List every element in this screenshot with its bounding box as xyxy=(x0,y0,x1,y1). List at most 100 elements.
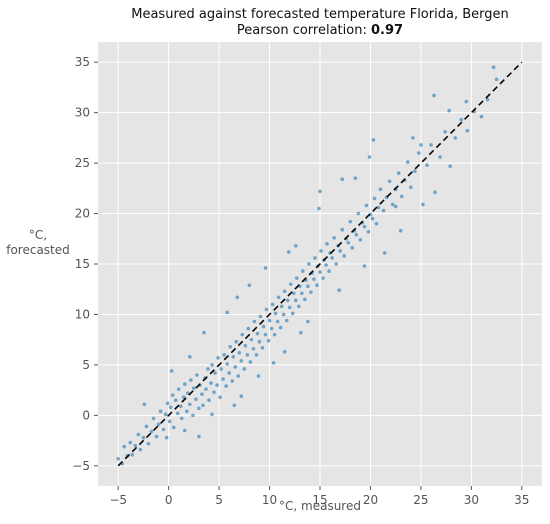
y-tick-label: 10 xyxy=(75,307,90,321)
y-tick-label: 25 xyxy=(75,156,90,170)
scatter-point xyxy=(438,155,442,159)
scatter-point xyxy=(491,65,496,70)
scatter-point xyxy=(453,136,458,140)
scatter-point xyxy=(353,176,358,181)
scatter-point xyxy=(447,108,451,113)
scatter-point xyxy=(393,204,398,209)
scatter-point xyxy=(173,398,178,403)
scatter-point xyxy=(136,432,141,437)
scatter-point xyxy=(233,365,238,369)
scatter-point xyxy=(285,298,290,303)
scatter-point xyxy=(350,246,355,250)
scatter-point xyxy=(186,391,190,395)
scatter-point xyxy=(212,390,216,394)
scatter-point xyxy=(340,227,345,232)
scatter-point xyxy=(396,171,401,175)
scatter-point xyxy=(287,305,292,310)
scatter-point xyxy=(151,416,156,421)
scatter-point xyxy=(332,235,336,240)
scatter-point xyxy=(200,392,204,396)
scatter-point xyxy=(443,130,447,134)
scatter-point xyxy=(433,190,437,195)
scatter-point xyxy=(146,441,151,446)
scatter-point xyxy=(299,330,303,335)
scatter-point xyxy=(194,397,198,402)
scatter-point xyxy=(303,297,307,302)
scatter-point xyxy=(239,394,244,398)
scatter-point xyxy=(321,276,325,280)
scatter-point xyxy=(370,216,375,221)
y-axis-label-line2: forecasted xyxy=(6,243,70,257)
scatter-point xyxy=(362,224,367,229)
scatter-point xyxy=(288,282,293,286)
scatter-point xyxy=(161,427,166,432)
scatter-point xyxy=(215,383,219,387)
scatter-point xyxy=(209,381,213,385)
scatter-point xyxy=(429,143,433,147)
scatter-point xyxy=(228,344,232,349)
scatter-point xyxy=(273,311,278,316)
x-tick-label: 15 xyxy=(312,493,327,507)
scatter-point xyxy=(163,412,168,417)
scatter-point xyxy=(202,330,206,335)
scatter-point xyxy=(405,160,410,164)
scatter-point xyxy=(252,319,257,324)
scatter-point xyxy=(276,295,281,300)
scatter-point xyxy=(327,269,331,273)
scatter-point xyxy=(367,155,372,159)
y-tick-label: 35 xyxy=(75,55,90,69)
scatter-point xyxy=(293,298,298,303)
scatter-point xyxy=(300,291,304,296)
scatter-point xyxy=(255,331,260,336)
scatter-point xyxy=(421,202,425,207)
scatter-point xyxy=(318,189,322,194)
scatter-point xyxy=(247,283,252,287)
scatter-point xyxy=(448,164,452,168)
scatter-point xyxy=(291,291,296,296)
y-tick-labels: −5 0 5 10 15 20 25 30 35 xyxy=(72,55,98,473)
scatter-point xyxy=(409,185,413,190)
scatter-point xyxy=(164,435,169,440)
scatter-point xyxy=(216,356,220,360)
scatter-point xyxy=(372,196,377,201)
x-tick-label: 10 xyxy=(262,493,277,507)
scatter-point xyxy=(245,353,250,357)
scatter-point xyxy=(218,395,222,400)
scatter-point xyxy=(306,319,310,324)
scatter-point xyxy=(318,270,322,274)
scatter-point xyxy=(301,269,305,273)
scatter-point xyxy=(206,367,210,371)
scatter-point xyxy=(204,387,208,391)
scatter-point xyxy=(293,244,298,248)
scatter-point xyxy=(213,371,217,375)
scatter-point xyxy=(290,311,295,316)
x-tick-label: 25 xyxy=(413,493,428,507)
x-axis-label: °C, measured xyxy=(279,499,361,513)
scatter-point xyxy=(230,379,235,383)
scatter-point xyxy=(399,194,404,199)
scatter-point xyxy=(185,409,189,414)
scatter-point xyxy=(315,283,319,287)
scatter-point xyxy=(210,363,214,367)
scatter-point xyxy=(271,361,276,365)
y-tick-label: 0 xyxy=(82,408,90,422)
scatter-point xyxy=(325,242,329,246)
scatter-point xyxy=(278,325,283,330)
scatter-point xyxy=(494,77,499,82)
scatter-point xyxy=(227,371,231,375)
scatter-point xyxy=(168,405,173,410)
scatter-point xyxy=(381,208,386,213)
scatter-point xyxy=(279,304,284,309)
scatter-point xyxy=(269,326,274,331)
scatter-point xyxy=(189,378,193,382)
scatter-point xyxy=(133,443,138,448)
scatter-point xyxy=(337,288,341,293)
scatter-point xyxy=(240,332,245,337)
scatter-point xyxy=(222,353,226,357)
scatter-point xyxy=(432,93,436,98)
scatter-point xyxy=(221,377,225,381)
scatter-point xyxy=(243,343,248,348)
x-tick-label: 0 xyxy=(165,493,173,507)
